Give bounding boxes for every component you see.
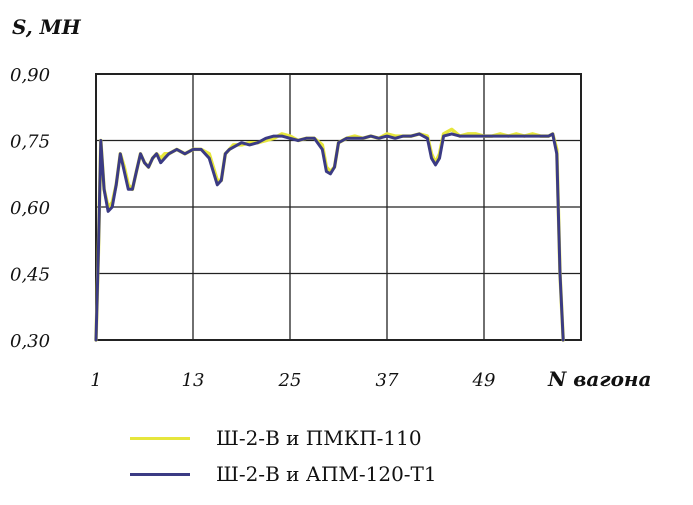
legend: Ш-2-В и ПМКП-110 Ш-2-В и АПМ-120-Т1	[130, 420, 550, 492]
series-lines	[94, 127, 565, 342]
x-tick-label: 1	[90, 370, 101, 391]
y-axis-label: S, МН	[12, 15, 82, 39]
y-tick-label: 0,90	[10, 65, 50, 86]
legend-swatch-apm	[130, 472, 190, 476]
y-tick-label: 0,75	[10, 132, 50, 153]
y-tick-label: 0,30	[10, 331, 50, 352]
x-axis-label: N вагона	[547, 367, 651, 391]
y-tick-label: 0,45	[10, 265, 50, 286]
series-line-apm	[94, 132, 565, 342]
x-tick-label: 49	[472, 370, 496, 391]
x-tick-label: 37	[376, 370, 399, 391]
legend-item-pmkp: Ш-2-В и ПМКП-110	[130, 420, 550, 456]
x-tick-label: 25	[278, 370, 302, 391]
x-tick-label: 13	[182, 370, 205, 391]
grid-lines	[96, 73, 581, 341]
legend-label-apm: Ш-2-В и АПМ-120-Т1	[216, 462, 437, 486]
x-tick-labels: 1 13 25 37 49	[90, 370, 495, 391]
y-tick-label: 0,60	[10, 198, 50, 219]
legend-swatch-pmkp	[130, 436, 190, 440]
legend-item-apm: Ш-2-В и АПМ-120-Т1	[130, 456, 550, 492]
y-tick-labels: 0,30 0,45 0,60 0,75 0,90	[10, 65, 50, 352]
legend-label-pmkp: Ш-2-В и ПМКП-110	[216, 426, 422, 450]
